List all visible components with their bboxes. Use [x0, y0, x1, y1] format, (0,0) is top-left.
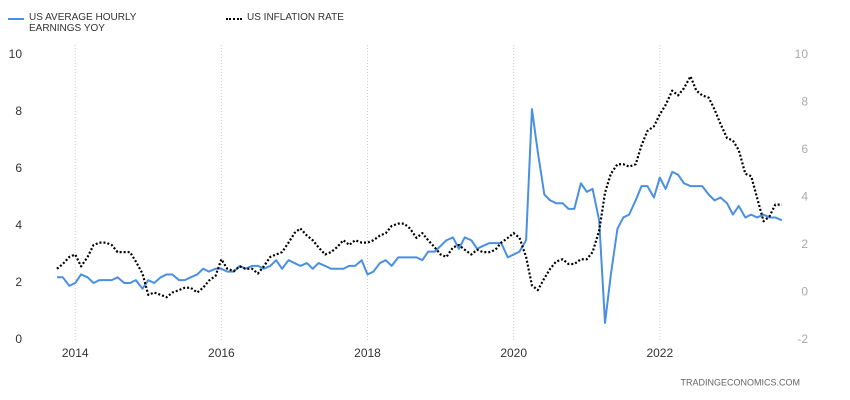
y-tick-label: 10: [9, 47, 23, 61]
y2-tick-label: 4: [801, 190, 808, 204]
y2-tick-label: 6: [801, 142, 808, 156]
y2-tick-label: 2: [801, 237, 808, 251]
legend-swatch: [226, 18, 242, 20]
legend-swatch: [8, 18, 24, 20]
legend-item: US AVERAGE HOURLY EARNINGS YOY: [8, 12, 179, 34]
y2-tick-label: -2: [797, 332, 808, 346]
x-tick-label: 2016: [208, 346, 235, 360]
series-line: [56, 108, 783, 324]
y-tick-label: 2: [15, 275, 22, 289]
x-tick-label: 2020: [500, 346, 527, 360]
y-tick-label: 8: [15, 104, 22, 118]
y-tick-label: 0: [15, 332, 22, 346]
legend-label: US INFLATION RATE: [247, 12, 344, 23]
y2-tick-label: 0: [801, 285, 808, 299]
legend-item: US INFLATION RATE: [226, 12, 344, 23]
y2-tick-label: 8: [801, 95, 808, 109]
legend-label: US AVERAGE HOURLY EARNINGS YOY: [29, 12, 137, 34]
source: TRADINGECONOMICS.COM: [680, 377, 800, 387]
series-line: [56, 75, 782, 299]
x-tick-label: 2018: [354, 346, 381, 360]
x-tick-label: 2014: [62, 346, 89, 360]
y-tick-label: 4: [15, 218, 22, 232]
x-tick-label: 2022: [646, 346, 673, 360]
y-tick-label: 6: [15, 161, 22, 175]
y2-tick-label: 10: [795, 47, 809, 61]
